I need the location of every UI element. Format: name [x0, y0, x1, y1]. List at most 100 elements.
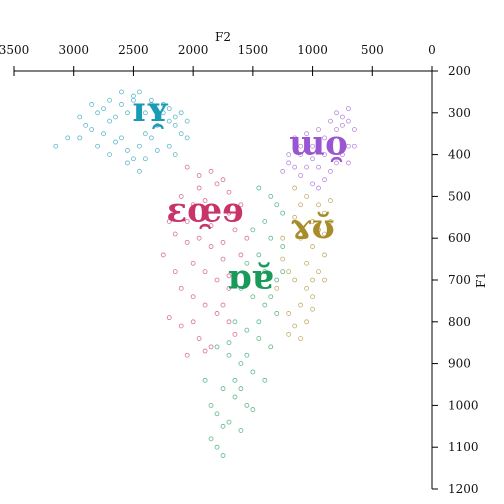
data-point-series-2: [292, 164, 298, 170]
data-point-series-0: [142, 110, 148, 116]
data-point-series-1: [214, 181, 220, 187]
data-point-series-1: [196, 235, 202, 241]
data-point-series-3: [286, 269, 292, 275]
x-axis-title: F2: [215, 30, 231, 44]
data-point-series-4: [256, 252, 262, 258]
data-point-series-2: [316, 127, 321, 132]
data-point-series-3: [304, 260, 310, 266]
data-point-series-2: [345, 143, 351, 149]
cluster-label-2: ɯo̯: [289, 124, 348, 164]
data-point-series-2: [345, 160, 351, 166]
x-tick-label: 2500: [118, 43, 149, 57]
data-point-series-4: [268, 344, 274, 350]
data-point-series-3: [310, 294, 315, 300]
data-point-series-3: [292, 185, 298, 191]
data-point-series-1: [232, 331, 238, 337]
data-point-series-1: [172, 231, 178, 237]
data-point-series-4: [238, 386, 244, 392]
data-point-series-1: [226, 210, 232, 216]
data-point-series-1: [238, 202, 244, 208]
data-point-series-4: [238, 361, 244, 367]
data-point-series-1: [226, 285, 232, 291]
data-point-series-2: [298, 173, 304, 178]
data-point-series-3: [316, 202, 321, 208]
data-point-series-4: [220, 386, 226, 392]
data-point-series-0: [136, 106, 142, 112]
data-point-series-3: [310, 277, 315, 283]
data-point-series-4: [214, 411, 220, 417]
data-point-series-1: [232, 227, 238, 233]
data-point-series-2: [322, 152, 327, 158]
data-point-series-0: [178, 131, 184, 137]
data-point-series-1: [178, 193, 184, 199]
data-point-series-1: [202, 302, 208, 308]
data-point-series-0: [119, 89, 124, 95]
data-point-series-2: [316, 164, 321, 170]
data-point-series-0: [148, 97, 154, 103]
data-point-series-4: [232, 319, 238, 325]
data-point-series-0: [136, 89, 142, 95]
data-point-series-0: [125, 148, 130, 153]
data-point-series-2: [328, 168, 333, 174]
cluster-labels: ɪʏ̯ ɛœ̯ɘ ɯo̯ ɤʊ̆ ɒɐ̆: [133, 90, 348, 297]
data-point-series-3: [298, 235, 304, 241]
cluster-label-4: ɒɐ̆: [228, 257, 274, 297]
data-point-series-1: [214, 206, 220, 212]
data-point-series-0: [166, 118, 172, 124]
data-point-series-0: [172, 114, 178, 120]
data-point-series-2: [345, 118, 351, 124]
data-point-series-4: [256, 185, 262, 191]
data-point-series-0: [160, 110, 166, 116]
data-point-series-3: [304, 193, 310, 199]
data-point-series-4: [268, 294, 274, 300]
data-point-series-0: [142, 156, 148, 162]
data-point-series-1: [208, 344, 214, 350]
data-point-series-2: [340, 152, 345, 158]
data-point-series-4: [202, 377, 208, 383]
data-point-series-4: [262, 377, 268, 383]
x-axis: 3500 3000 2500 2000 1500 1000 500 0 F2: [0, 30, 436, 76]
data-point-series-3: [310, 219, 315, 224]
data-point-series-2: [328, 118, 333, 124]
data-point-series-2: [298, 152, 304, 158]
y-tick-label: 500: [448, 189, 471, 203]
data-point-series-2: [340, 114, 345, 120]
data-point-series-0: [119, 135, 124, 141]
data-point-series-3: [322, 210, 327, 216]
data-point-series-3: [328, 198, 333, 203]
data-point-series-2: [322, 177, 327, 183]
x-tick-label: 0: [428, 43, 436, 57]
data-point-series-0: [154, 148, 160, 153]
x-tick-label: 3000: [58, 43, 89, 57]
data-point-series-4: [244, 327, 250, 333]
data-point-series-2: [310, 143, 315, 149]
data-point-series-1: [202, 269, 208, 275]
data-point-series-3: [304, 285, 310, 291]
data-point-series-4: [226, 340, 232, 346]
data-point-series-4: [268, 235, 274, 241]
data-point-series-2: [328, 143, 333, 149]
data-point-series-1: [184, 239, 190, 245]
data-point-series-0: [53, 143, 59, 149]
data-point-series-0: [77, 135, 83, 141]
data-point-series-0: [125, 110, 130, 116]
data-point-series-0: [154, 114, 160, 120]
data-point-series-0: [136, 168, 142, 174]
data-point-series-0: [166, 143, 172, 149]
data-point-series-1: [172, 269, 178, 275]
data-point-series-0: [101, 106, 106, 112]
cluster-label-3: ɤʊ̆: [290, 207, 334, 247]
y-tick-label: 400: [448, 148, 471, 162]
data-point-series-3: [316, 227, 321, 233]
data-point-series-4: [208, 402, 214, 408]
data-point-series-0: [172, 152, 178, 158]
data-point-series-0: [178, 110, 184, 116]
data-point-series-4: [250, 369, 256, 375]
data-point-series-4: [262, 302, 268, 308]
data-point-series-4: [274, 202, 280, 208]
y-axis-title: F1: [474, 272, 488, 288]
data-point-series-3: [286, 331, 292, 337]
data-point-series-1: [178, 285, 184, 291]
data-point-series-2: [292, 135, 298, 141]
y-tick-label: 300: [448, 106, 471, 120]
